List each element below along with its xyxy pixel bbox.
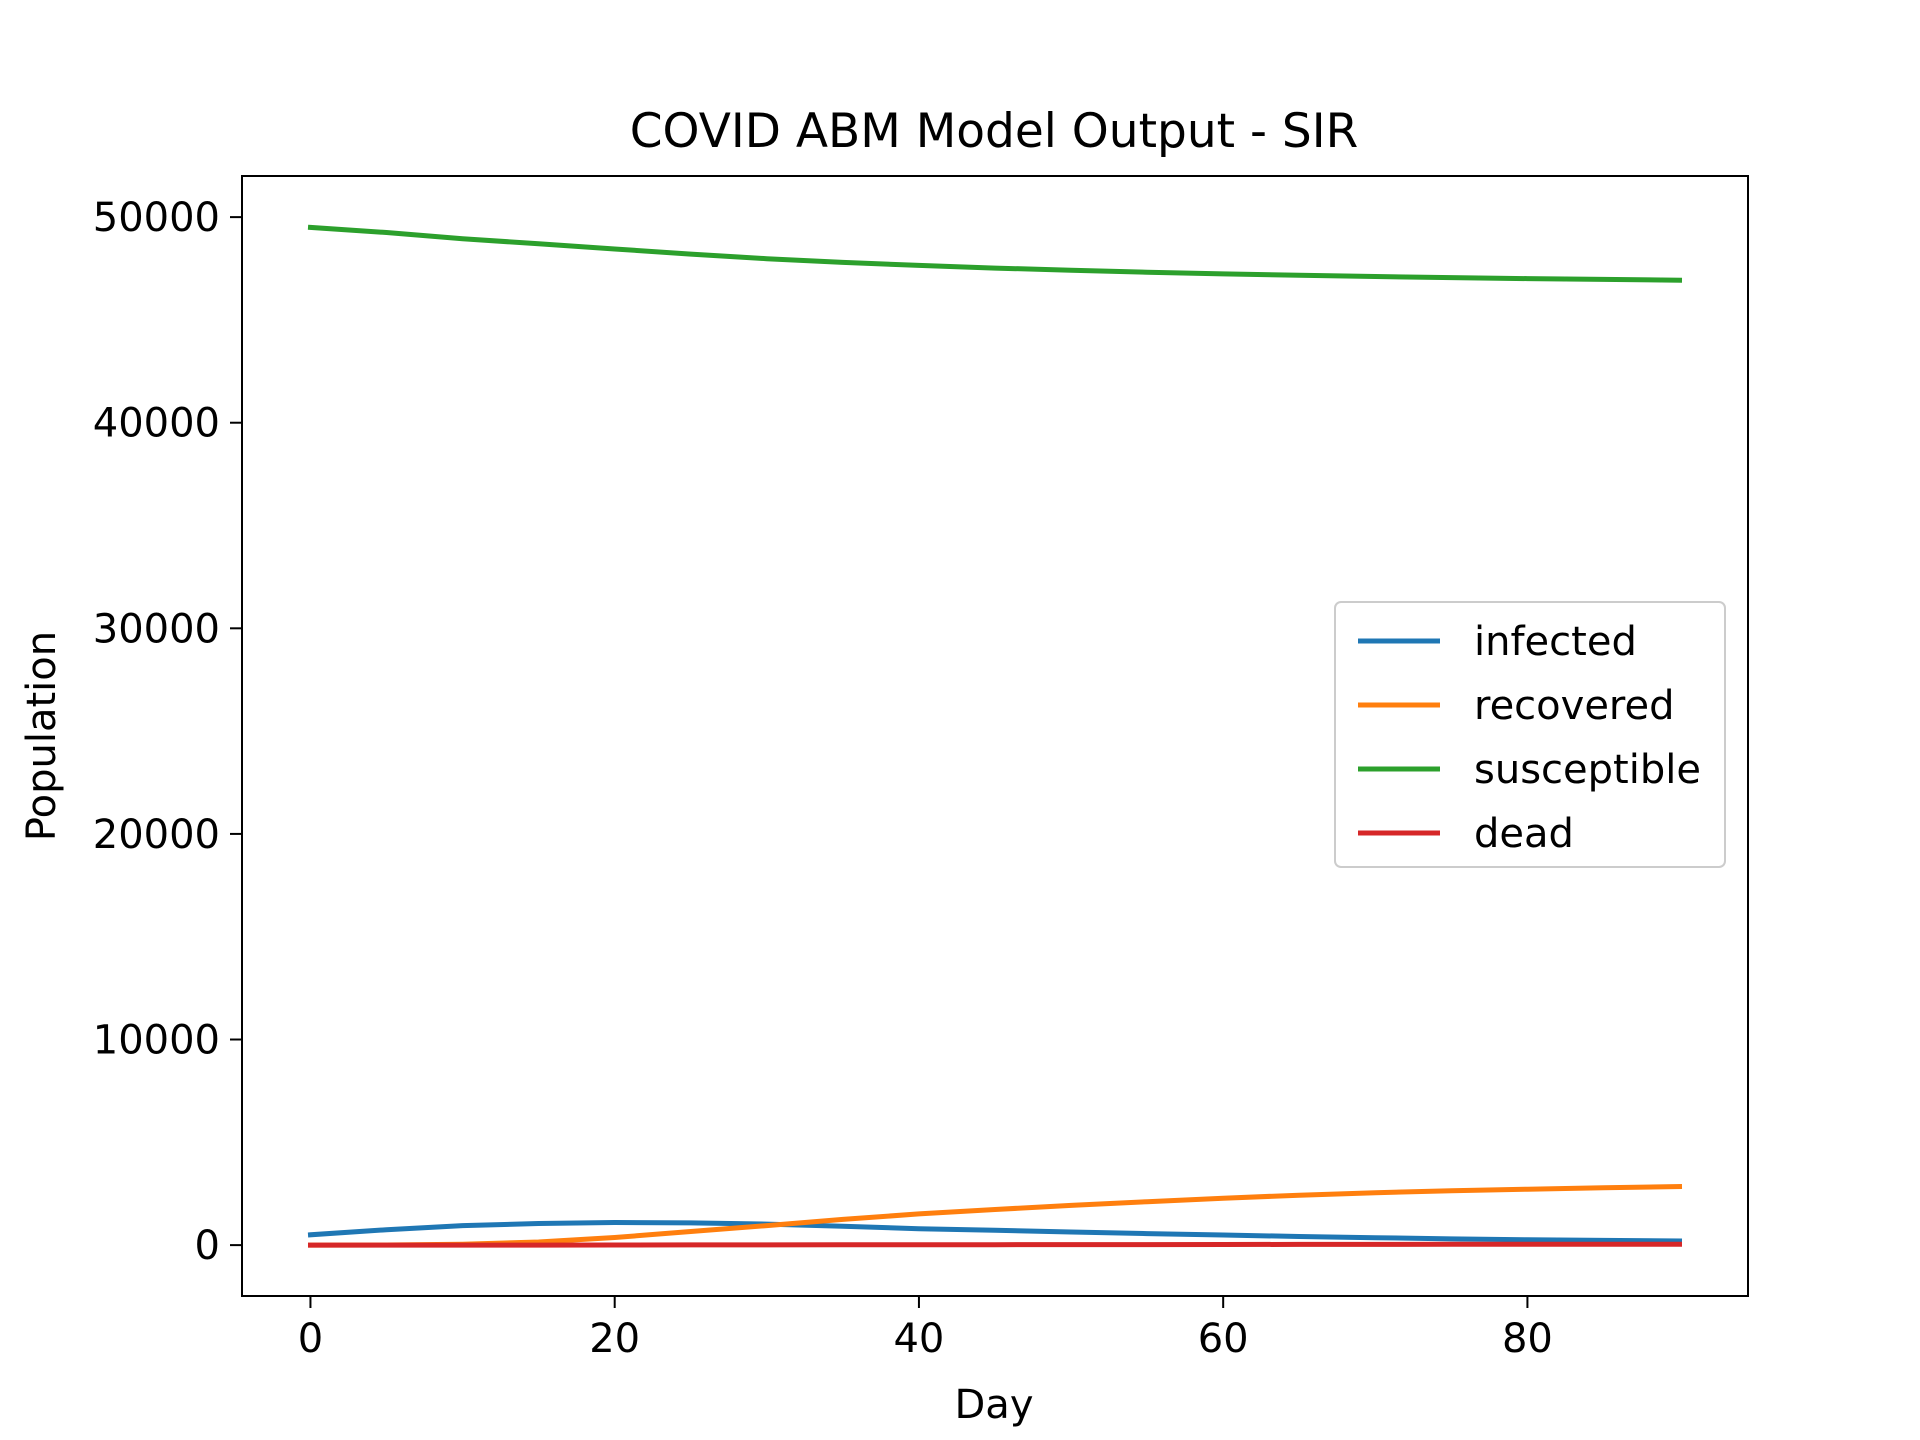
x-tick-label: 80: [1502, 1316, 1553, 1362]
legend-label-dead: dead: [1474, 811, 1574, 857]
series-layer: [307, 224, 1683, 1248]
x-axis: 0 20 40 60 80: [298, 1296, 1553, 1362]
series-line-recovered: [307, 1183, 1683, 1248]
y-tick-label: 50000: [93, 195, 220, 241]
y-axis: 0 10000 20000 30000 40000 50000: [93, 195, 242, 1269]
plot-frame: [241, 175, 1749, 1297]
y-axis-label: Population: [19, 631, 65, 841]
y-tick-label: 30000: [93, 606, 220, 652]
x-tick-label: 20: [589, 1316, 640, 1362]
x-tick-label: 40: [893, 1316, 944, 1362]
y-tick-label: 20000: [93, 812, 220, 858]
series-line-infected: [307, 1220, 1683, 1244]
x-tick-label: 60: [1198, 1316, 1249, 1362]
x-axis-label: Day: [955, 1382, 1034, 1428]
chart-title: COVID ABM Model Output - SIR: [630, 104, 1359, 159]
series-line-susceptible: [307, 224, 1683, 283]
x-tick-label: 0: [298, 1316, 323, 1362]
y-tick-label: 0: [195, 1223, 220, 1269]
legend-box: [1334, 601, 1726, 868]
y-tick-label: 40000: [93, 401, 220, 447]
legend-label-susceptible: susceptible: [1474, 747, 1701, 793]
legend-label-recovered: recovered: [1474, 683, 1675, 729]
legend-label-infected: infected: [1474, 619, 1637, 665]
y-tick-label: 10000: [93, 1018, 220, 1064]
series-line-dead: [308, 1241, 1683, 1248]
legend: infected recovered susceptible dead: [1334, 601, 1726, 868]
